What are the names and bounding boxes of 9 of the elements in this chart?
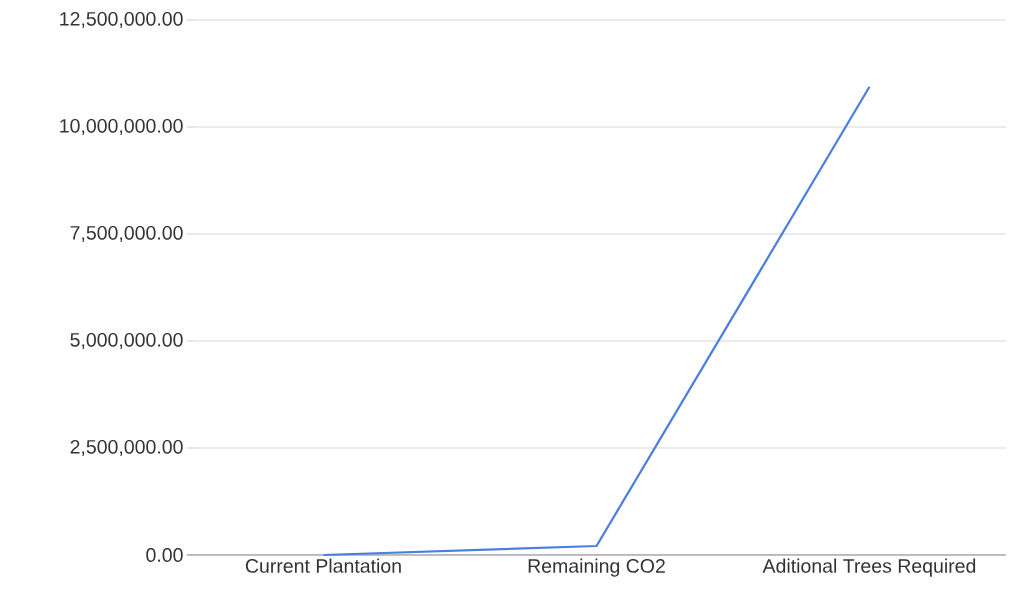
x-tick-label: Remaining CO2: [528, 558, 665, 577]
x-tick-label: Aditional Trees Required: [762, 558, 976, 577]
y-tick-label: 10,000,000.00: [60, 118, 183, 136]
y-tick-label: 7,500,000.00: [70, 225, 183, 243]
y-tick-label: 5,000,000.00: [70, 332, 183, 350]
y-tick-label: 12,500,000.00: [60, 11, 183, 29]
y-tick-label: 0.00: [146, 548, 183, 562]
x-tick-label: Current Plantation: [245, 558, 401, 573]
y-tick-label: 2,500,000.00: [70, 439, 183, 457]
